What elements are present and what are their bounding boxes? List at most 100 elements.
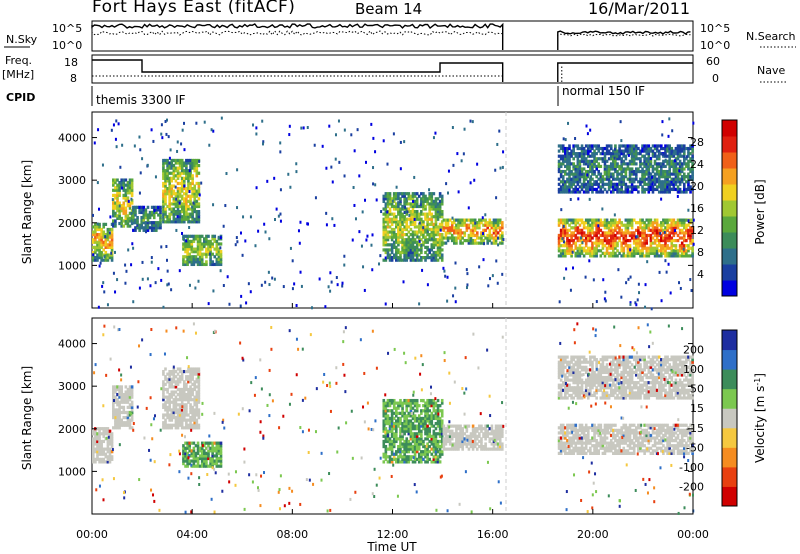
power-cell (607, 164, 611, 169)
velocity-cell (397, 447, 400, 451)
power-cell (655, 218, 659, 222)
power-noise (664, 259, 667, 263)
power-cell (616, 162, 619, 166)
power-cell (566, 231, 569, 235)
power-cell (407, 248, 411, 252)
power-cell (616, 157, 619, 161)
power-cell (641, 187, 644, 192)
power-cell (409, 233, 413, 237)
power-cell (185, 215, 188, 219)
power-cell (676, 175, 680, 179)
power-noise (620, 295, 623, 299)
velocity-cell (413, 450, 417, 454)
power-cell (668, 246, 671, 250)
power-cell (415, 240, 419, 244)
power-cell (576, 254, 580, 258)
power-cell (386, 233, 390, 237)
velocity-cell (196, 459, 200, 463)
power-cell (668, 226, 671, 230)
velocity-cell (386, 439, 390, 444)
velocity-cell (436, 439, 440, 444)
power-cell (559, 254, 563, 258)
velocity-cell (188, 462, 192, 466)
power-noise (426, 230, 429, 234)
power-cell (190, 242, 194, 246)
power-noise (299, 270, 302, 274)
velocity-cell (424, 460, 427, 464)
velocity-cell (384, 421, 388, 426)
velocity-cell (409, 455, 413, 459)
power-cell (392, 207, 396, 211)
power-cell (682, 249, 686, 253)
velocity-cell (164, 377, 167, 381)
velocity-cell (432, 444, 436, 449)
velocity-cell (392, 452, 396, 456)
power-cell (440, 240, 444, 244)
velocity-cell (415, 450, 419, 454)
power-noise (466, 283, 469, 287)
power-cell (632, 159, 636, 163)
velocity-cell (413, 444, 417, 449)
power-cell (685, 226, 688, 230)
velocity-cell (193, 413, 197, 417)
velocity-cell (168, 413, 171, 417)
power-cell (687, 254, 690, 258)
velocity-cell (116, 413, 119, 417)
power-cell (566, 146, 569, 151)
power-cell (424, 227, 427, 232)
power-noise (353, 203, 356, 207)
power-cell (434, 215, 438, 219)
power-cell (586, 182, 590, 186)
velocity-cell (197, 408, 201, 412)
power-cell (140, 223, 144, 227)
power-cell (397, 210, 400, 214)
power-cell (128, 186, 132, 190)
power-cell (106, 227, 110, 232)
velocity-cell (130, 405, 134, 409)
power-cell (219, 252, 223, 256)
power-cell (420, 220, 423, 224)
power-cell (622, 223, 626, 227)
power-cell (388, 207, 392, 211)
power-cell (112, 201, 115, 205)
power-noise (501, 165, 504, 169)
power-cell (170, 184, 174, 188)
velocity-cell (193, 369, 197, 374)
power-cell (678, 159, 682, 163)
power-cell (570, 169, 573, 174)
velocity-cell (424, 452, 427, 456)
velocity-cell (390, 419, 394, 423)
power-noise (139, 171, 142, 175)
velocity-cell (106, 429, 110, 433)
velocity-cell (188, 459, 192, 463)
velocity-cell (180, 410, 184, 415)
velocity-cell (195, 392, 199, 397)
velocity-cell (397, 424, 400, 428)
velocity-cell (126, 423, 130, 427)
power-cell (609, 162, 613, 166)
power-noise (241, 253, 244, 257)
velocity-cell (405, 414, 409, 418)
power-noise (124, 281, 127, 285)
power-cell (386, 220, 390, 224)
velocity-cell (415, 416, 419, 421)
power-cell (674, 246, 678, 250)
power-cell (388, 230, 392, 234)
velocity-cell (395, 437, 398, 441)
power-noise (496, 281, 499, 285)
power-cell (430, 204, 434, 209)
velocity-cell (124, 416, 128, 420)
power-cell (578, 167, 582, 171)
power-cell (114, 193, 117, 198)
velocity-cell (209, 459, 212, 463)
power-cell (674, 162, 678, 166)
power-cell (100, 250, 103, 255)
power-cell (662, 251, 665, 255)
velocity-cell (168, 416, 171, 420)
power-cell (578, 159, 582, 163)
power-cell (632, 157, 636, 161)
power-cell (182, 181, 186, 186)
power-cell (593, 254, 596, 258)
power-cell (424, 194, 427, 198)
power-cell (198, 244, 202, 249)
